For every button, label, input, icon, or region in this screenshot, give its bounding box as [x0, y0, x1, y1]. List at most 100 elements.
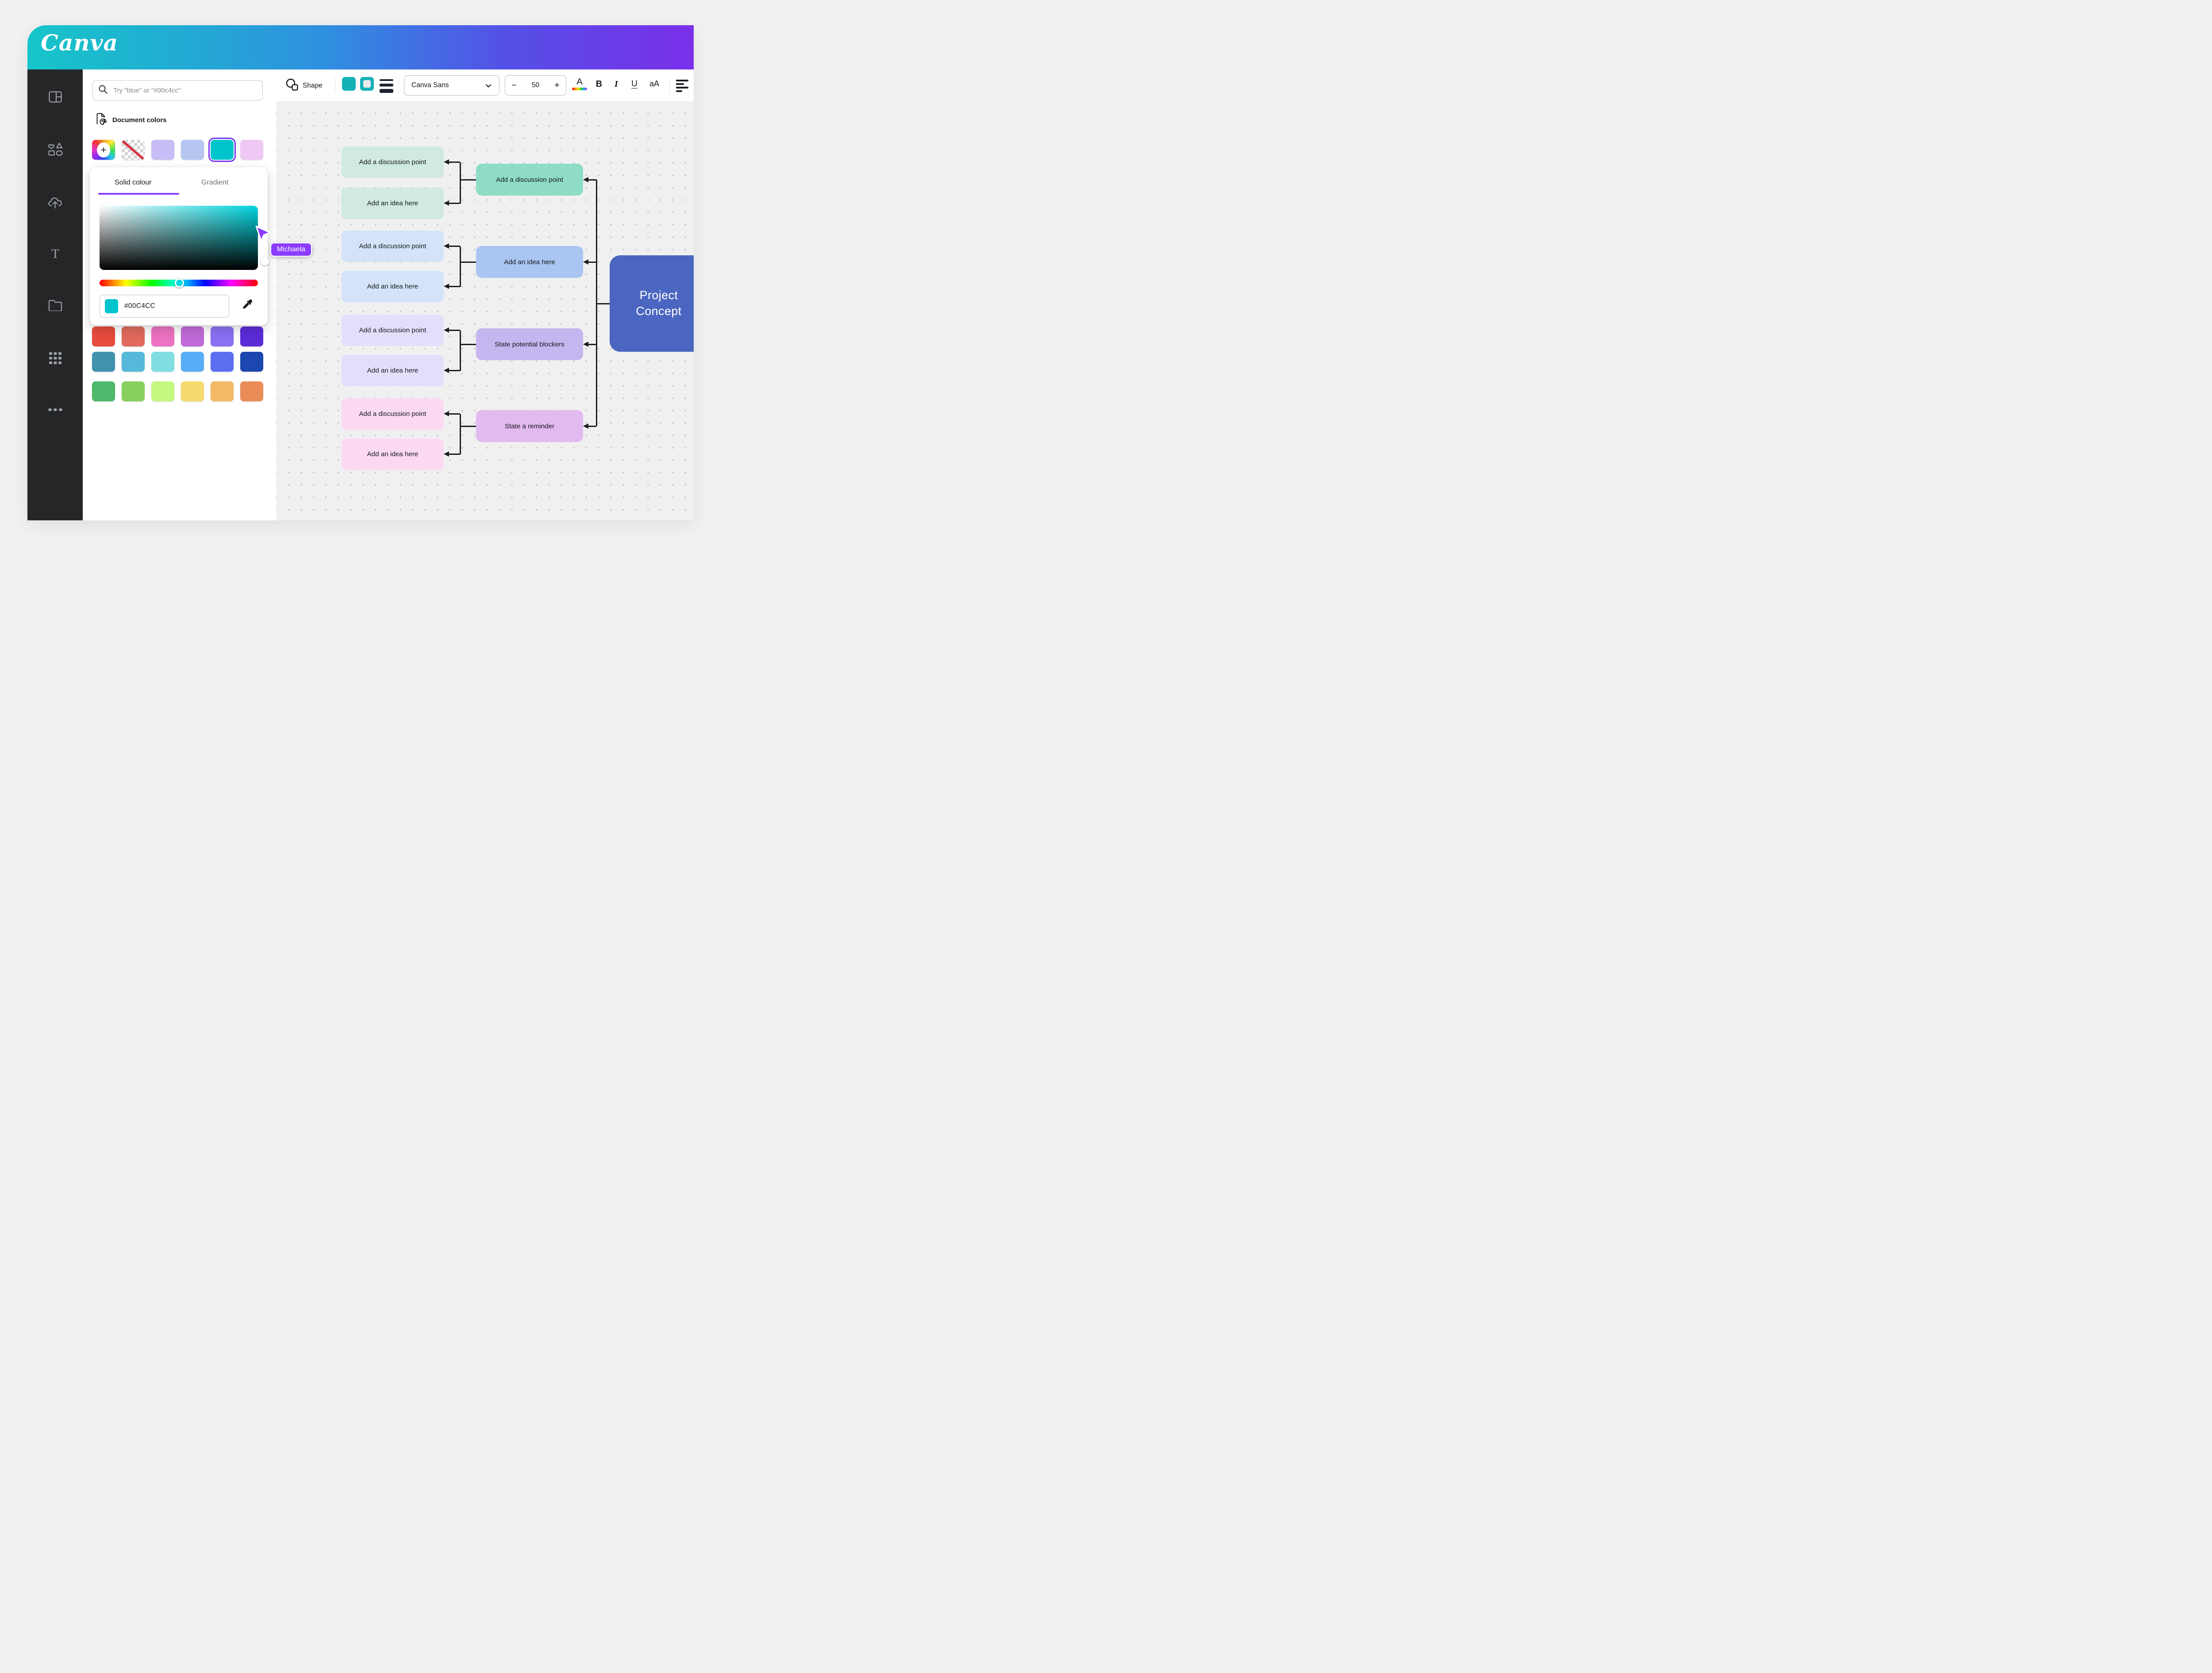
color-swatch[interactable]	[151, 352, 174, 372]
add-color-swatch[interactable]: +	[92, 140, 115, 160]
no-color-swatch[interactable]	[122, 140, 145, 160]
mindmap-node[interactable]: State a reminder	[476, 410, 583, 442]
color-swatch[interactable]	[151, 140, 174, 160]
color-swatch[interactable]	[181, 352, 204, 372]
shape-label: Shape	[303, 81, 323, 89]
saturation-value-field[interactable]	[100, 206, 269, 270]
text-icon: T	[49, 247, 62, 260]
document-colors-icon	[96, 113, 108, 127]
connector-line	[449, 162, 460, 163]
shape-button[interactable]: Shape	[284, 76, 324, 96]
connector-line	[460, 425, 476, 427]
more-icon	[48, 408, 62, 412]
color-swatch[interactable]	[122, 352, 145, 372]
canva-logo[interactable]: Canva	[41, 30, 118, 56]
color-swatch[interactable]	[151, 381, 174, 401]
mindmap-node[interactable]: Add a discussion point	[342, 398, 444, 430]
collaborator-name-badge: Michaela	[270, 242, 312, 257]
decrease-font-size-button[interactable]: −	[511, 80, 517, 90]
tab-solid-colour[interactable]: Solid colour	[115, 179, 152, 186]
hex-value[interactable]: #00C4CC	[124, 302, 156, 310]
connector-line	[459, 162, 461, 204]
search-icon	[98, 85, 108, 96]
color-picker-popup: Solid colour Gradient #00C4CC	[90, 167, 269, 325]
mindmap-node[interactable]: Add a discussion point	[342, 231, 444, 262]
mindmap-node[interactable]: Add a discussion point	[476, 164, 583, 196]
mindmap: Add a discussion point Add an idea here Ad…	[276, 102, 694, 520]
mindmap-node[interactable]: State potential blockers	[476, 328, 583, 360]
arrowhead-icon	[444, 451, 449, 457]
text-color-button[interactable]: A	[572, 77, 587, 90]
color-swatch[interactable]	[92, 327, 115, 346]
sidebar-item-elements[interactable]	[27, 135, 83, 164]
italic-button[interactable]: I	[614, 79, 618, 89]
connector-line	[596, 303, 610, 304]
sidebar-item-text[interactable]: T	[27, 239, 83, 268]
color-swatch[interactable]	[181, 327, 204, 346]
mindmap-root-node[interactable]: Project Concept	[610, 255, 694, 352]
text-align-icon[interactable]	[676, 80, 688, 94]
bold-button[interactable]: B	[595, 79, 603, 89]
color-swatch[interactable]	[181, 140, 204, 160]
color-search-box[interactable]	[92, 80, 263, 100]
increase-font-size-button[interactable]: +	[554, 80, 560, 90]
design-canvas[interactable]: Add a discussion point Add an idea here Ad…	[276, 102, 694, 520]
line-weight-icon[interactable]	[380, 78, 393, 95]
collaborator-cursor-icon	[254, 225, 271, 246]
sidebar-item-more[interactable]	[27, 395, 83, 424]
font-size-value[interactable]: 50	[531, 81, 540, 89]
color-swatch[interactable]	[181, 381, 204, 401]
mindmap-node[interactable]: Add an idea here	[476, 246, 583, 278]
mindmap-node[interactable]: Add an idea here	[342, 438, 444, 470]
arrowhead-icon	[583, 177, 588, 182]
border-color-chip[interactable]	[360, 77, 374, 91]
chevron-down-icon	[485, 82, 492, 92]
sidebar-item-uploads[interactable]	[27, 188, 83, 217]
current-color-chip	[105, 299, 118, 313]
toolbar: Shape Canva Sans − 50 + A B I U aA	[276, 69, 694, 102]
hue-slider-knob[interactable]	[175, 278, 184, 288]
mindmap-node[interactable]: Add an idea here	[342, 188, 444, 219]
font-family-value: Canva Sans	[411, 81, 449, 89]
color-field-selector[interactable]	[261, 257, 269, 265]
arrowhead-icon	[444, 411, 449, 416]
connector-line	[449, 203, 460, 204]
color-swatch[interactable]	[240, 352, 263, 372]
mindmap-node[interactable]: Add an idea here	[342, 355, 444, 386]
connector-line	[449, 413, 460, 415]
color-swatch[interactable]	[92, 352, 115, 372]
document-colors-header: Document colors	[96, 113, 167, 127]
color-swatch[interactable]	[211, 327, 234, 346]
sidebar: T	[27, 69, 83, 520]
sidebar-item-design[interactable]	[27, 82, 83, 112]
sidebar-item-apps[interactable]	[27, 344, 83, 373]
connector-line	[460, 179, 476, 181]
tab-gradient[interactable]: Gradient	[201, 179, 229, 186]
hex-input[interactable]: #00C4CC	[100, 295, 229, 318]
font-family-select[interactable]: Canva Sans	[404, 75, 499, 96]
underline-button[interactable]: U	[631, 79, 637, 88]
color-swatch[interactable]	[122, 327, 145, 346]
mindmap-node[interactable]: Add a discussion point	[342, 315, 444, 346]
color-swatch[interactable]	[92, 381, 115, 401]
color-swatch[interactable]	[211, 352, 234, 372]
mindmap-node[interactable]: Add an idea here	[342, 271, 444, 302]
color-swatch[interactable]	[240, 140, 263, 160]
color-swatch[interactable]	[240, 327, 263, 346]
mindmap-node[interactable]: Add a discussion point	[342, 146, 444, 178]
text-case-button[interactable]: aA	[649, 79, 660, 88]
fill-color-chip[interactable]	[342, 77, 356, 91]
search-input[interactable]	[112, 86, 247, 95]
connector-line	[449, 246, 460, 247]
arrowhead-icon	[444, 368, 449, 373]
color-swatch-selected[interactable]	[211, 140, 234, 160]
color-swatch[interactable]	[151, 327, 174, 346]
arrowhead-icon	[444, 200, 449, 206]
color-swatch[interactable]	[122, 381, 145, 401]
color-swatch[interactable]	[211, 381, 234, 401]
sidebar-item-projects[interactable]	[27, 291, 83, 320]
eyedropper-icon[interactable]	[241, 298, 253, 313]
font-size-stepper: − 50 +	[505, 75, 566, 96]
color-swatch[interactable]	[240, 381, 263, 401]
uploads-icon	[48, 196, 63, 209]
